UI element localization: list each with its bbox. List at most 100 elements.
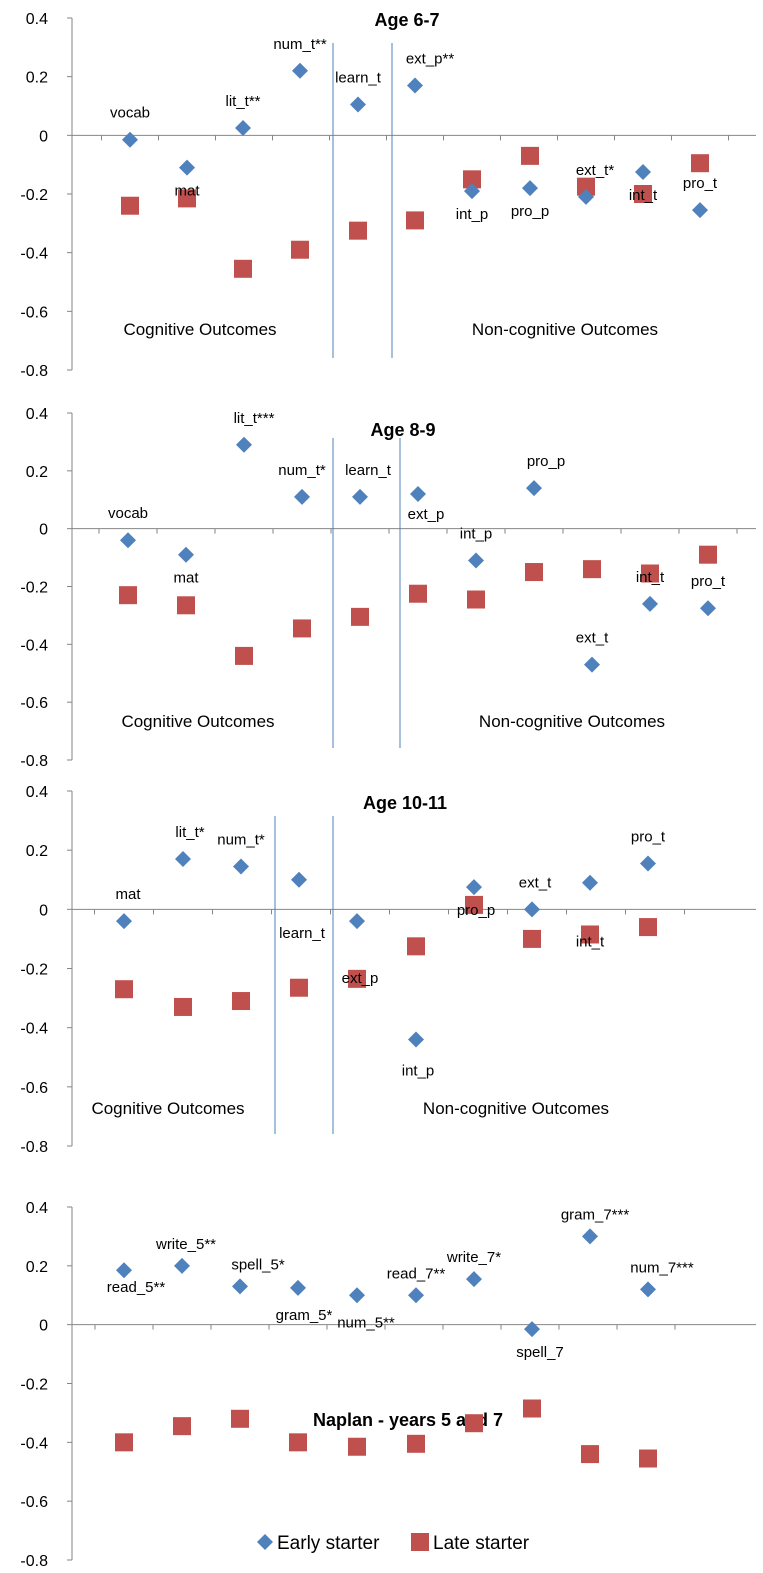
point-label: ext_p xyxy=(408,506,445,523)
point-label: pro_p xyxy=(457,902,495,919)
point-label: int_p xyxy=(460,525,493,542)
y-tick-label: -0.2 xyxy=(20,962,48,979)
early-starter-point xyxy=(116,913,132,930)
late-starter-point xyxy=(234,259,252,278)
point-label: ext_t* xyxy=(576,162,615,179)
y-tick-label: -0.2 xyxy=(20,187,48,204)
point-label: learn_t xyxy=(345,462,392,479)
early-starter-point xyxy=(294,488,310,505)
y-tick-label: -0.4 xyxy=(20,637,48,654)
point-label: ext_t xyxy=(576,630,609,647)
point-label: num_t* xyxy=(217,831,265,848)
late-starter-point xyxy=(293,619,311,638)
y-tick-label: 0.4 xyxy=(26,11,48,28)
late-starter-point xyxy=(634,185,652,203)
point-label: lit_t* xyxy=(175,824,204,841)
point-label: learn_t xyxy=(335,70,382,87)
chart-title: Age 6-7 xyxy=(374,10,439,30)
point-label: read_7** xyxy=(387,1265,446,1282)
early-starter-point xyxy=(692,202,708,219)
y-tick-label: -0.2 xyxy=(20,580,48,597)
late-starter-point xyxy=(639,1449,657,1468)
point-label: mat xyxy=(173,570,199,587)
late-starter-point xyxy=(699,545,717,564)
early-starter-point xyxy=(122,131,138,148)
early-starter-point xyxy=(642,595,658,612)
point-label: pro_p xyxy=(527,453,565,470)
late-starter-point xyxy=(121,196,139,215)
point-label: num_t** xyxy=(273,36,327,53)
y-tick-label: -0.8 xyxy=(20,363,48,380)
late-starter-point xyxy=(291,240,309,259)
late-starter-point xyxy=(523,929,541,948)
early-starter-point xyxy=(232,1278,248,1295)
section-label: Non-cognitive Outcomes xyxy=(423,1099,609,1118)
section-label: Cognitive Outcomes xyxy=(91,1099,244,1118)
point-label: mat xyxy=(115,886,141,903)
late-starter-point xyxy=(177,596,195,615)
point-label: pro_t xyxy=(691,573,726,590)
early-starter-point xyxy=(235,120,251,136)
late-starter-point xyxy=(231,1409,249,1428)
section-label: Non-cognitive Outcomes xyxy=(472,320,658,339)
y-tick-label: 0.4 xyxy=(26,1200,48,1217)
late-starter-point xyxy=(348,1437,366,1456)
point-label: spell_5* xyxy=(231,1256,285,1273)
early-starter-point xyxy=(578,188,594,205)
point-label: ext_p** xyxy=(406,50,455,67)
early-starter-point xyxy=(408,1287,424,1304)
late-starter-point xyxy=(525,563,543,582)
y-tick-label: 0.2 xyxy=(26,843,48,860)
early-starter-point xyxy=(464,183,480,200)
section-label: Cognitive Outcomes xyxy=(123,320,276,339)
early-starter-point xyxy=(582,874,598,891)
point-label: vocab xyxy=(108,505,148,522)
y-tick-label: -0.4 xyxy=(20,246,48,263)
y-tick-label: 0.4 xyxy=(26,406,48,423)
late-starter-point xyxy=(691,154,709,173)
late-starter-point xyxy=(119,586,137,605)
late-starter-point xyxy=(463,170,481,189)
late-starter-point xyxy=(407,937,425,956)
y-tick-label: 0.2 xyxy=(26,464,48,481)
point-label: spell_7 xyxy=(516,1344,564,1361)
y-tick-label: 0.2 xyxy=(26,70,48,87)
early-starter-point xyxy=(700,600,716,617)
early-starter-point xyxy=(466,879,482,896)
late-starter-point xyxy=(639,918,657,937)
point-label: pro_t xyxy=(631,828,666,845)
late-starter-point xyxy=(581,925,599,944)
point-label: ext_p xyxy=(342,970,379,987)
section-label: Cognitive Outcomes xyxy=(121,712,274,731)
late-starter-point xyxy=(348,969,366,988)
y-tick-label: -0.6 xyxy=(20,1494,48,1511)
legend-late-label: Late starter xyxy=(433,1533,530,1554)
point-label: pro_t xyxy=(683,175,718,192)
point-label: lit_t** xyxy=(225,93,260,110)
y-tick-label: -0.8 xyxy=(20,1139,48,1156)
y-tick-label: -0.6 xyxy=(20,695,48,712)
late-starter-point xyxy=(173,1417,191,1436)
point-label: lit_t*** xyxy=(234,410,275,427)
legend-early-marker xyxy=(257,1534,273,1550)
early-starter-point xyxy=(408,1031,424,1048)
early-starter-point xyxy=(120,532,136,549)
late-starter-point xyxy=(351,607,369,626)
late-starter-point xyxy=(232,992,250,1011)
early-starter-point xyxy=(410,485,426,502)
early-starter-point xyxy=(174,1257,190,1274)
y-tick-label: -0.8 xyxy=(20,753,48,770)
late-starter-point xyxy=(465,895,483,914)
y-tick-label: 0 xyxy=(39,1318,48,1335)
chart-4: 0.4 0.2 0 -0.2 -0.4 -0.6 -0.8 Naplan - years 5 … xyxy=(20,1200,756,1570)
late-starter-point xyxy=(178,189,196,208)
late-starter-point xyxy=(409,584,427,603)
early-starter-point xyxy=(635,164,651,180)
point-label: int_p xyxy=(402,1063,435,1080)
late-starter-point xyxy=(290,978,308,997)
early-starter-point xyxy=(178,546,194,563)
point-label: vocab xyxy=(110,105,150,122)
late-starter-point xyxy=(115,980,133,999)
early-starter-point xyxy=(640,1281,656,1298)
late-starter-point xyxy=(235,646,253,665)
